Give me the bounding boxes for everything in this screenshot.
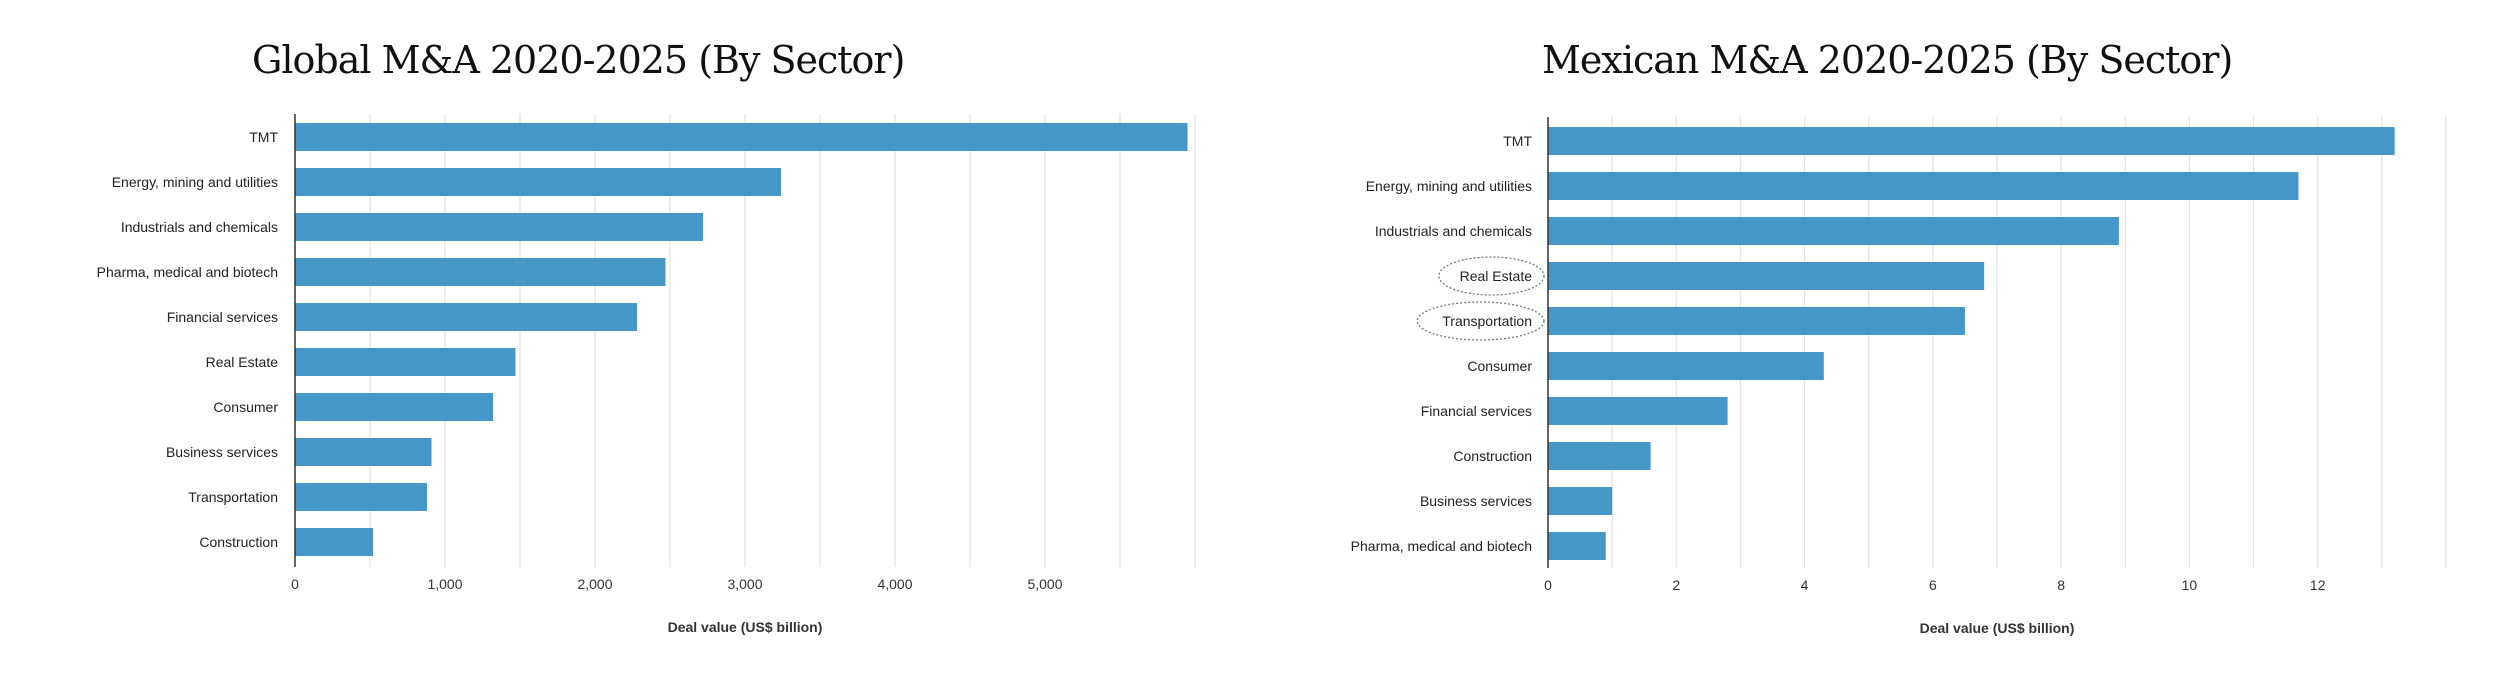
x-axis-title: Deal value (US$ billion): [668, 619, 823, 635]
category-label: Construction: [199, 534, 278, 550]
category-label: Energy, mining and utilities: [112, 174, 278, 190]
bar: [295, 393, 493, 421]
x-tick-label: 0: [291, 576, 299, 592]
bar: [1548, 172, 2299, 200]
category-label: Pharma, medical and biotech: [97, 264, 278, 280]
highlight-ellipse: [1438, 256, 1545, 296]
bar: [295, 303, 637, 331]
mexican-chart-title: Mexican M&A 2020-2025 (By Sector): [1542, 38, 2233, 82]
bar: [295, 258, 666, 286]
x-tick-label: 2: [1672, 577, 1680, 593]
bar: [295, 348, 516, 376]
x-tick-label: 12: [2310, 577, 2326, 593]
bar: [295, 168, 781, 196]
bar: [295, 123, 1188, 151]
bar: [1548, 217, 2119, 245]
global-chart: TMT Energy, mining and utilities Industria…: [97, 114, 1196, 635]
category-label: Consumer: [1467, 358, 1532, 374]
category-label: Industrials and chemicals: [1375, 223, 1532, 239]
x-tick-label: 2,000: [577, 576, 612, 592]
bar: [1548, 307, 1965, 335]
category-label: Industrials and chemicals: [121, 219, 278, 235]
bar: [1548, 397, 1728, 425]
x-axis-title: Deal value (US$ billion): [1920, 620, 2075, 636]
category-label: Transportation: [1442, 313, 1532, 329]
bar: [295, 528, 373, 556]
x-tick-label: 6: [1929, 577, 1937, 593]
mexican-chart: TMT Energy, mining and utilities Industria…: [1351, 117, 2447, 636]
category-label: Consumer: [213, 399, 278, 415]
bar: [1548, 127, 2395, 155]
x-tick-label: 3,000: [727, 576, 762, 592]
x-tick-label: 5,000: [1027, 576, 1062, 592]
bar: [1548, 442, 1651, 470]
x-tick-label: 0: [1544, 577, 1552, 593]
category-label: Real Estate: [206, 354, 279, 370]
category-label: Energy, mining and utilities: [1366, 178, 1532, 194]
bar: [295, 438, 432, 466]
bar: [1548, 532, 1606, 560]
category-label: Pharma, medical and biotech: [1351, 538, 1532, 554]
category-label: TMT: [249, 129, 278, 145]
category-label: Transportation: [188, 489, 278, 505]
global-chart-title: Global M&A 2020-2025 (By Sector): [252, 38, 905, 82]
bar: [1548, 352, 1824, 380]
x-tick-label: 8: [2057, 577, 2065, 593]
category-label: Financial services: [167, 309, 278, 325]
category-label: Real Estate: [1460, 268, 1533, 284]
x-tick-label: 10: [2182, 577, 2198, 593]
category-label: Financial services: [1421, 403, 1532, 419]
bar: [1548, 487, 1613, 515]
category-label: Business services: [1420, 493, 1532, 509]
bar: [295, 483, 427, 511]
bar: [295, 213, 703, 241]
highlight-ellipse: [1416, 301, 1545, 341]
category-label: TMT: [1503, 133, 1532, 149]
x-tick-label: 4: [1801, 577, 1809, 593]
x-tick-label: 4,000: [877, 576, 912, 592]
bar: [1548, 262, 1985, 290]
category-label: Business services: [166, 444, 278, 460]
category-label: Construction: [1453, 448, 1532, 464]
x-tick-label: 1,000: [427, 576, 462, 592]
